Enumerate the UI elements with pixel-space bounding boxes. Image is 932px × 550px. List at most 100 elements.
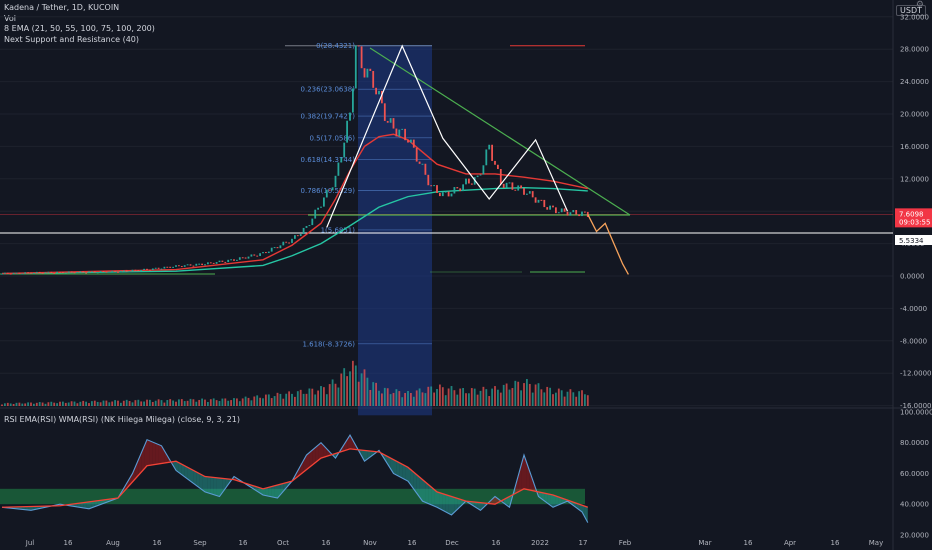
price-candle <box>50 271 53 273</box>
rsi-fill <box>425 482 429 504</box>
volume-bar <box>320 386 322 406</box>
rsi-fill <box>582 505 585 518</box>
price-candle <box>82 271 85 273</box>
rsi-fill <box>370 451 374 457</box>
price-candle <box>450 193 453 197</box>
descending-trendline <box>369 47 631 216</box>
currency-badge[interactable]: USDT <box>896 5 926 16</box>
price-candle <box>578 214 580 217</box>
price-candle <box>128 271 131 273</box>
price-candle <box>288 242 290 244</box>
price-candle <box>279 245 282 249</box>
price-candle <box>320 206 322 208</box>
price-candle <box>357 45 360 47</box>
rsi-fill <box>350 435 353 450</box>
countdown-value: 09:03:55 <box>899 218 930 226</box>
volume-bar <box>288 391 290 406</box>
rsi-fill <box>181 464 185 477</box>
volume-bar <box>73 401 76 406</box>
price-candle <box>412 139 415 148</box>
price-candle <box>276 247 279 249</box>
rsi-fill <box>399 462 403 479</box>
volume-bar <box>372 382 375 406</box>
price-candle <box>372 70 375 88</box>
price-candle <box>479 174 482 176</box>
volume-bar <box>427 386 430 406</box>
price-candle <box>166 266 169 268</box>
rsi-fill <box>190 468 194 484</box>
price-candle <box>354 45 357 89</box>
volume-indicator-label[interactable]: Vol <box>4 13 16 23</box>
price-candle <box>331 187 334 191</box>
rsi-fill <box>132 466 136 482</box>
price-axis-label: 24.0000 <box>900 78 929 86</box>
price-candle <box>575 210 578 215</box>
price-candle <box>91 271 93 273</box>
rsi-fill <box>471 501 475 507</box>
price-candle <box>302 227 305 235</box>
price-candle <box>209 262 212 264</box>
rsi-fill <box>384 455 388 465</box>
rsi-line <box>1 433 589 523</box>
volume-bar <box>444 395 447 406</box>
price-candle <box>543 199 546 208</box>
rsi-fill <box>77 503 81 508</box>
rsi-fill <box>428 484 432 505</box>
volume-bar <box>520 390 522 406</box>
volume-bar <box>241 398 244 406</box>
fib-level-label: 0.618(14.3744) <box>301 156 356 164</box>
price-candle <box>53 272 56 274</box>
price-candle <box>93 271 96 273</box>
volume-bar <box>207 401 209 406</box>
volume-bar <box>64 402 67 406</box>
volume-bar <box>366 377 369 406</box>
rsi-fill <box>202 475 205 492</box>
rsi-axis-label: 80.0000 <box>900 439 929 447</box>
volume-bar <box>247 397 250 406</box>
volume-bar <box>256 395 259 406</box>
volume-bar <box>502 384 505 406</box>
price-candle <box>18 272 21 274</box>
symbol-title[interactable]: Kadena / Tether, 1D, KUCOIN <box>4 3 120 12</box>
rsi-ema-line <box>1 448 589 508</box>
volume-bar <box>209 399 212 406</box>
volume-bar <box>465 393 467 406</box>
volume-bar <box>27 402 29 406</box>
volume-bar <box>389 394 392 406</box>
price-candle <box>85 272 87 274</box>
price-candle <box>21 273 24 275</box>
price-candle <box>296 235 299 237</box>
price-candle <box>273 247 276 249</box>
rsi-fill <box>80 502 84 508</box>
price-candle <box>389 118 392 123</box>
price-candle <box>291 238 293 243</box>
volume-bar <box>270 398 273 406</box>
time-axis-label: 16 <box>492 539 501 547</box>
volume-bar <box>331 379 334 406</box>
volume-bar <box>21 403 24 406</box>
rsi-fill <box>155 443 159 465</box>
price-candle <box>198 263 201 265</box>
price-candle <box>569 212 572 216</box>
price-candle <box>482 165 485 175</box>
price-candle <box>311 218 314 226</box>
price-candle <box>134 269 137 271</box>
ema-indicator-label[interactable]: 8 EMA (21, 50, 55, 100, 75, 100, 200) <box>4 24 155 33</box>
price-candle <box>534 197 537 203</box>
sr-indicator-label[interactable]: Next Support and Resistance (40) <box>4 34 140 44</box>
volume-bar <box>325 394 328 406</box>
volume-bar <box>412 396 415 406</box>
price-candle <box>415 147 418 162</box>
rsi-fill <box>434 489 437 508</box>
gear-icon[interactable]: ⚙ <box>915 0 924 10</box>
price-candle <box>227 259 230 263</box>
rsi-fill <box>178 462 182 475</box>
price-candle <box>265 252 267 254</box>
volume-bar <box>70 401 73 406</box>
volume-bar <box>12 403 15 406</box>
rsi-fill <box>550 494 553 508</box>
rsi-indicator-label[interactable]: RSI EMA(RSI) WMA(RSI) (NK Hilega Milega)… <box>4 415 240 424</box>
rsi-fill <box>518 465 522 492</box>
volume-bar <box>62 401 64 406</box>
